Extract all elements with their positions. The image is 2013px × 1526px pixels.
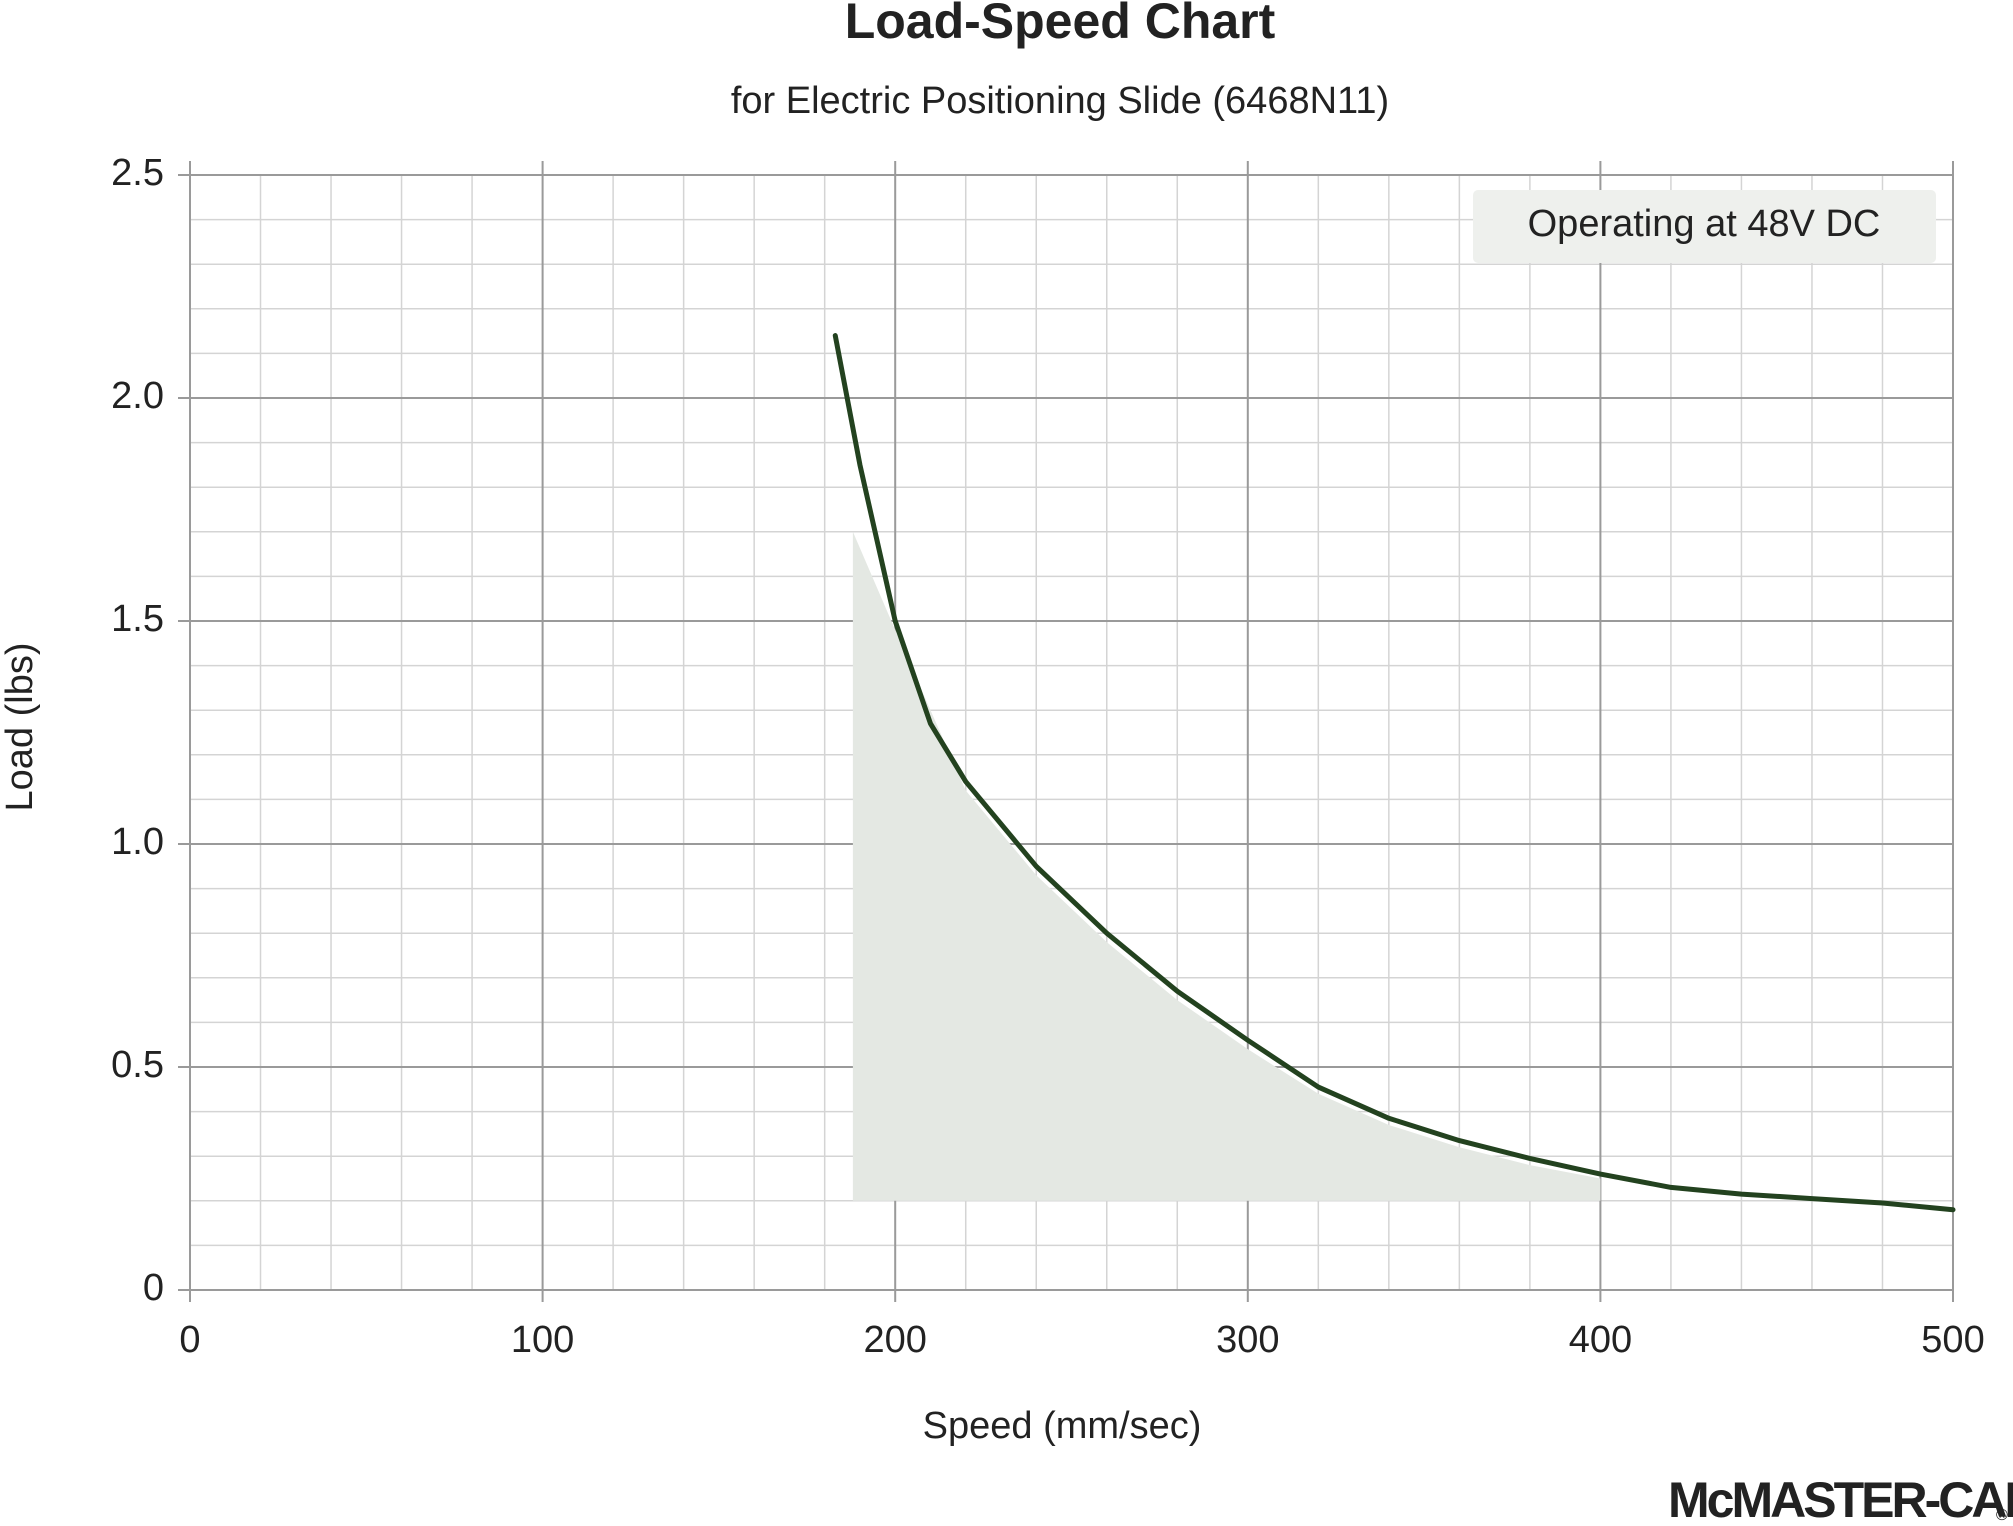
chart-title: Load-Speed Chart bbox=[845, 0, 1276, 49]
x-tick-label: 300 bbox=[1216, 1319, 1279, 1361]
operating-region bbox=[852, 531, 1601, 1201]
y-tick-label: 1.5 bbox=[111, 598, 164, 640]
chart-subtitle: for Electric Positioning Slide (6468N11) bbox=[731, 80, 1389, 122]
y-tick-label: 2.0 bbox=[111, 375, 164, 417]
x-tick-label: 500 bbox=[1921, 1319, 1984, 1361]
annotation-box bbox=[1473, 190, 1936, 263]
x-tick-label: 400 bbox=[1569, 1319, 1632, 1361]
y-tick-label: 0.5 bbox=[111, 1044, 164, 1086]
y-tick-label: 2.5 bbox=[111, 152, 164, 194]
y-tick-label: 0 bbox=[143, 1267, 164, 1309]
x-tick-label: 100 bbox=[511, 1319, 574, 1361]
y-tick-label: 1.0 bbox=[111, 821, 164, 863]
x-axis-label: Speed (mm/sec) bbox=[923, 1405, 1202, 1447]
y-axis-label: Load (lbs) bbox=[0, 643, 41, 812]
logo: McMASTER-CARR bbox=[1668, 1472, 2013, 1526]
load-speed-curve bbox=[832, 333, 1956, 1213]
plot-area bbox=[832, 333, 1956, 1213]
annotation: Operating at 48V DC bbox=[1528, 203, 1881, 245]
x-tick-label: 0 bbox=[179, 1319, 200, 1361]
x-tick-label: 200 bbox=[863, 1319, 926, 1361]
logo-mark: ® bbox=[1996, 1507, 2008, 1524]
